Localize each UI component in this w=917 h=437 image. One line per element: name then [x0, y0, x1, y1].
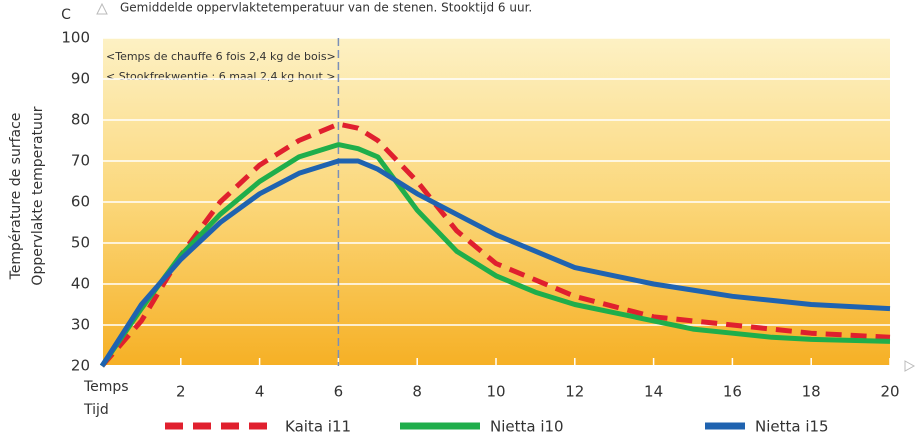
y-tick-label: 20 — [71, 357, 90, 375]
y-axis-arrow — [96, 2, 108, 15]
x-tick-label: 6 — [334, 383, 344, 401]
y-tick-label: 80 — [71, 111, 90, 129]
y-tick-label: 90 — [71, 70, 90, 88]
y-tick-label: 40 — [71, 275, 90, 293]
y-axis-label: Oppervlakte temperatuur — [30, 106, 46, 285]
y-axis-label: Température de surface — [8, 113, 24, 281]
y-tick-label: 50 — [71, 234, 90, 252]
x-axis-label: Tijd — [83, 402, 109, 418]
x-tick-label: 18 — [802, 383, 821, 401]
annotation: <Temps de chauffe 6 fois 2,4 kg de bois> — [106, 50, 336, 63]
x-axis-arrow — [904, 360, 916, 372]
x-tick-label: 4 — [255, 383, 265, 401]
x-tick-label: 20 — [880, 383, 899, 401]
x-tick-label: 8 — [412, 383, 422, 401]
x-axis-label: Temps — [83, 379, 129, 395]
y-unit: C — [61, 7, 71, 23]
x-tick-label: 10 — [486, 383, 505, 401]
y-tick-label: 100 — [61, 29, 90, 47]
y-tick-label: 30 — [71, 316, 90, 334]
legend-label: Kaita i11 — [285, 418, 351, 436]
legend-label: Nietta i15 — [755, 418, 829, 436]
x-tick-label: 16 — [723, 383, 742, 401]
series-line — [99, 158, 891, 368]
series-line — [100, 121, 891, 368]
x-tick-label: 2 — [176, 383, 186, 401]
series-line — [99, 142, 891, 368]
legend-label: Nietta i10 — [490, 418, 564, 436]
annotation: < Stookfrekwentie : 6 maal 2,4 kg hout > — [106, 70, 336, 83]
x-tick-label: 14 — [644, 383, 663, 401]
x-tick-label: 12 — [565, 383, 584, 401]
y-tick-label: 70 — [71, 152, 90, 170]
y-tick-label: 60 — [71, 193, 90, 211]
chart-title: Gemiddelde oppervlaktetemperatuur van de… — [120, 1, 532, 15]
